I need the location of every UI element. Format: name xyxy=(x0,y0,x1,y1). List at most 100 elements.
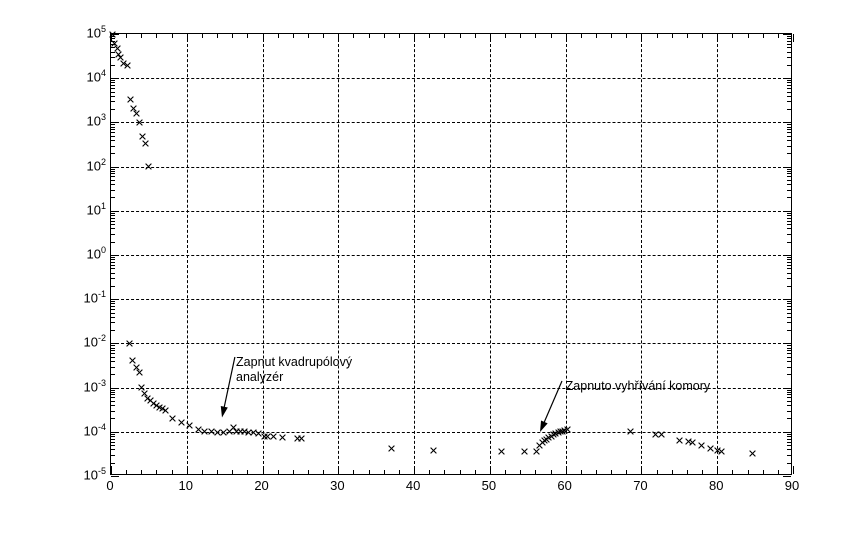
y-axis-tick-minor xyxy=(787,400,791,402)
x-axis-tick-minor xyxy=(595,470,597,474)
y-axis-tick-minor xyxy=(111,85,115,87)
data-point-marker xyxy=(521,448,529,456)
y-axis-tick-minor xyxy=(111,233,115,235)
x-axis-tick-minor xyxy=(762,34,764,38)
y-axis-tick-minor xyxy=(787,391,791,393)
y-axis-tick-minor xyxy=(787,257,791,259)
y-axis-tick-minor xyxy=(787,278,791,280)
grid-line-vertical xyxy=(565,34,567,474)
y-axis-tick-minor xyxy=(787,220,791,222)
data-point-marker xyxy=(627,428,635,436)
x-axis-tick-major xyxy=(793,34,794,42)
x-axis-tick-minor xyxy=(292,470,294,474)
y-axis-tick-minor xyxy=(111,303,115,305)
x-axis-tick-minor xyxy=(353,34,355,38)
x-axis-tick-major xyxy=(111,466,112,474)
y-axis-tick-minor xyxy=(111,322,115,324)
data-point-marker xyxy=(714,447,722,455)
y-axis-tick-minor xyxy=(111,95,115,97)
y-axis-tick-minor xyxy=(787,410,791,412)
x-axis-tick-minor xyxy=(732,470,734,474)
y-axis-tick-minor xyxy=(787,330,791,332)
y-axis-tick-minor xyxy=(787,80,791,82)
y-axis-tick-minor xyxy=(787,374,791,376)
x-axis-tick-minor xyxy=(171,34,173,38)
y-axis-tick-minor xyxy=(111,109,115,111)
data-point-marker xyxy=(261,432,269,440)
y-axis-tick-minor xyxy=(111,184,115,186)
grid-line-horizontal xyxy=(111,210,791,212)
y-axis-tick-minor xyxy=(787,176,791,178)
data-point-marker xyxy=(225,428,233,435)
y-axis-tick-minor xyxy=(111,57,115,59)
x-axis-tick-major xyxy=(489,34,491,42)
x-axis-tick-minor xyxy=(126,470,128,474)
x-axis-tick-major xyxy=(262,34,264,42)
y-axis-tick-minor xyxy=(787,312,791,314)
y-axis-tick-minor xyxy=(111,215,115,217)
data-point-marker xyxy=(237,428,244,435)
data-point-marker xyxy=(144,394,151,402)
data-point-marker xyxy=(297,435,305,442)
x-axis-tick-minor xyxy=(141,34,143,38)
y-axis-tick-minor xyxy=(787,91,791,93)
grid-line-horizontal xyxy=(111,166,791,168)
y-axis-tick-minor xyxy=(787,168,791,170)
y-axis-tick-major xyxy=(783,166,791,168)
y-axis-tick-minor xyxy=(787,353,791,355)
grid-line-vertical xyxy=(717,34,719,474)
data-point-marker xyxy=(129,356,137,364)
y-axis-tick-minor xyxy=(111,212,115,214)
grid-line-horizontal xyxy=(111,78,791,80)
x-axis-tick-major xyxy=(641,34,643,42)
y-axis-tick-minor xyxy=(787,153,791,155)
y-axis-tick-major xyxy=(111,476,119,477)
data-point-marker xyxy=(230,423,238,431)
grid-line-vertical xyxy=(338,34,340,474)
y-axis-tick-minor xyxy=(111,189,115,191)
y-axis-tick-minor xyxy=(111,454,115,456)
grid-line-horizontal xyxy=(111,343,791,345)
grid-line-vertical xyxy=(414,34,416,474)
data-point-marker xyxy=(130,104,138,112)
y-axis-tick-minor xyxy=(787,405,791,407)
data-point-marker xyxy=(550,431,557,439)
data-point-marker xyxy=(145,163,153,170)
x-axis-tick-major xyxy=(565,34,567,42)
y-axis-tick-minor xyxy=(787,212,791,214)
x-axis-tick-label: 90 xyxy=(784,478,800,493)
y-axis-tick-minor xyxy=(111,400,115,402)
data-point-marker xyxy=(255,429,263,437)
y-axis-tick-minor xyxy=(111,445,115,447)
x-axis-tick-minor xyxy=(505,34,507,38)
data-point-marker xyxy=(676,437,683,444)
y-axis-tick-label: 100 xyxy=(86,245,106,262)
x-axis-tick-minor xyxy=(777,34,779,38)
y-axis-tick-minor xyxy=(787,40,791,42)
y-axis-tick-minor xyxy=(111,356,115,358)
y-axis-tick-minor xyxy=(787,189,791,191)
y-axis-tick-minor xyxy=(787,347,791,349)
x-axis-tick-label: 80 xyxy=(708,478,724,493)
y-axis-tick-label: 10-5 xyxy=(83,466,106,483)
x-axis-tick-minor xyxy=(444,34,446,38)
x-axis-tick-minor xyxy=(747,470,749,474)
y-axis-tick-minor xyxy=(111,47,115,49)
y-axis-tick-minor xyxy=(787,129,791,131)
y-axis-tick-minor xyxy=(111,394,115,396)
x-axis-tick-minor xyxy=(580,34,582,38)
y-axis-tick-major xyxy=(111,166,119,168)
x-axis-tick-minor xyxy=(308,34,310,38)
y-axis-tick-minor xyxy=(787,389,791,391)
y-axis-tick-minor xyxy=(787,51,791,53)
data-point-marker xyxy=(245,428,253,436)
x-axis-tick-minor xyxy=(702,470,704,474)
data-point-marker xyxy=(219,428,227,436)
data-point-marker xyxy=(141,390,148,398)
y-axis-tick-minor xyxy=(787,145,791,147)
y-axis-tick-minor xyxy=(111,139,115,141)
y-axis-tick-minor xyxy=(111,360,115,362)
data-point-marker xyxy=(186,422,194,430)
y-axis-tick-minor xyxy=(111,241,115,243)
